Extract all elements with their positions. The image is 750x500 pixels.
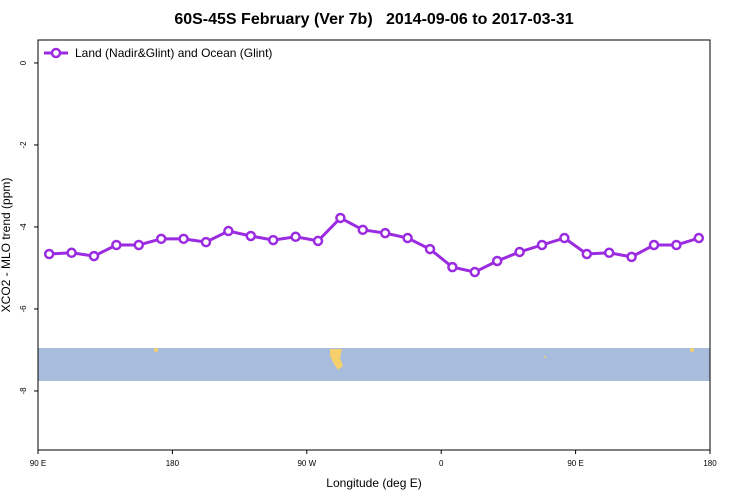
- data-point: [559, 232, 570, 244]
- y-axis-label: XCO2 - MLO trend (ppm): [0, 178, 13, 313]
- data-point: [469, 266, 481, 278]
- data-point: [178, 233, 189, 245]
- plot-frame: [37, 39, 711, 451]
- series-line: [49, 216, 700, 274]
- data-point: [626, 251, 637, 263]
- y-tick-label: -6: [19, 305, 28, 313]
- data-point: [603, 247, 615, 259]
- x-axis-label: Longitude (deg E): [326, 476, 421, 490]
- land-island: [544, 356, 546, 358]
- data-point: [66, 247, 77, 259]
- ocean-band: [38, 348, 710, 381]
- data-point: [379, 227, 391, 239]
- x-tick-label: 180: [166, 459, 180, 468]
- data-point: [335, 212, 346, 224]
- land-patagonia: [330, 349, 343, 370]
- data-point: [447, 261, 458, 273]
- data-point: [536, 239, 548, 251]
- data-point: [312, 235, 324, 247]
- y-tick-label: 0: [19, 60, 28, 65]
- data-point: [581, 248, 593, 260]
- data-point: [693, 232, 705, 244]
- data-point: [671, 239, 682, 251]
- data-point: [245, 230, 257, 242]
- data-point: [648, 239, 660, 251]
- chart-title: 60S-45S February (Ver 7b) 2014-09-06 to …: [174, 11, 573, 28]
- x-tick-label: 90 E: [567, 459, 583, 468]
- data-point: [133, 239, 145, 251]
- data-point: [111, 239, 122, 251]
- data-point: [402, 232, 413, 244]
- land-island: [154, 348, 158, 352]
- x-tick-label: 180: [703, 459, 717, 468]
- x-tick-label: 90 W: [297, 459, 316, 468]
- y-tick-label: -2: [19, 141, 28, 149]
- data-point: [357, 224, 369, 236]
- x-tick-label: 0: [439, 459, 444, 468]
- data-point: [43, 248, 55, 260]
- data-point: [155, 233, 167, 245]
- data-point: [491, 255, 503, 267]
- data-point: [514, 246, 525, 258]
- x-tick-label: 90 E: [30, 459, 46, 468]
- data-point: [267, 234, 279, 246]
- data-point: [424, 243, 436, 255]
- data-point: [88, 250, 100, 262]
- y-tick-label: -8: [19, 387, 28, 395]
- data-point: [223, 225, 234, 237]
- data-point: [200, 236, 212, 248]
- data-point: [290, 231, 301, 243]
- land-island: [690, 348, 694, 352]
- y-tick-label: -4: [19, 223, 28, 231]
- legend-marker: [50, 47, 62, 59]
- legend-label: Land (Nadir&Glint) and Ocean (Glint): [75, 46, 272, 60]
- map-band: [38, 348, 710, 381]
